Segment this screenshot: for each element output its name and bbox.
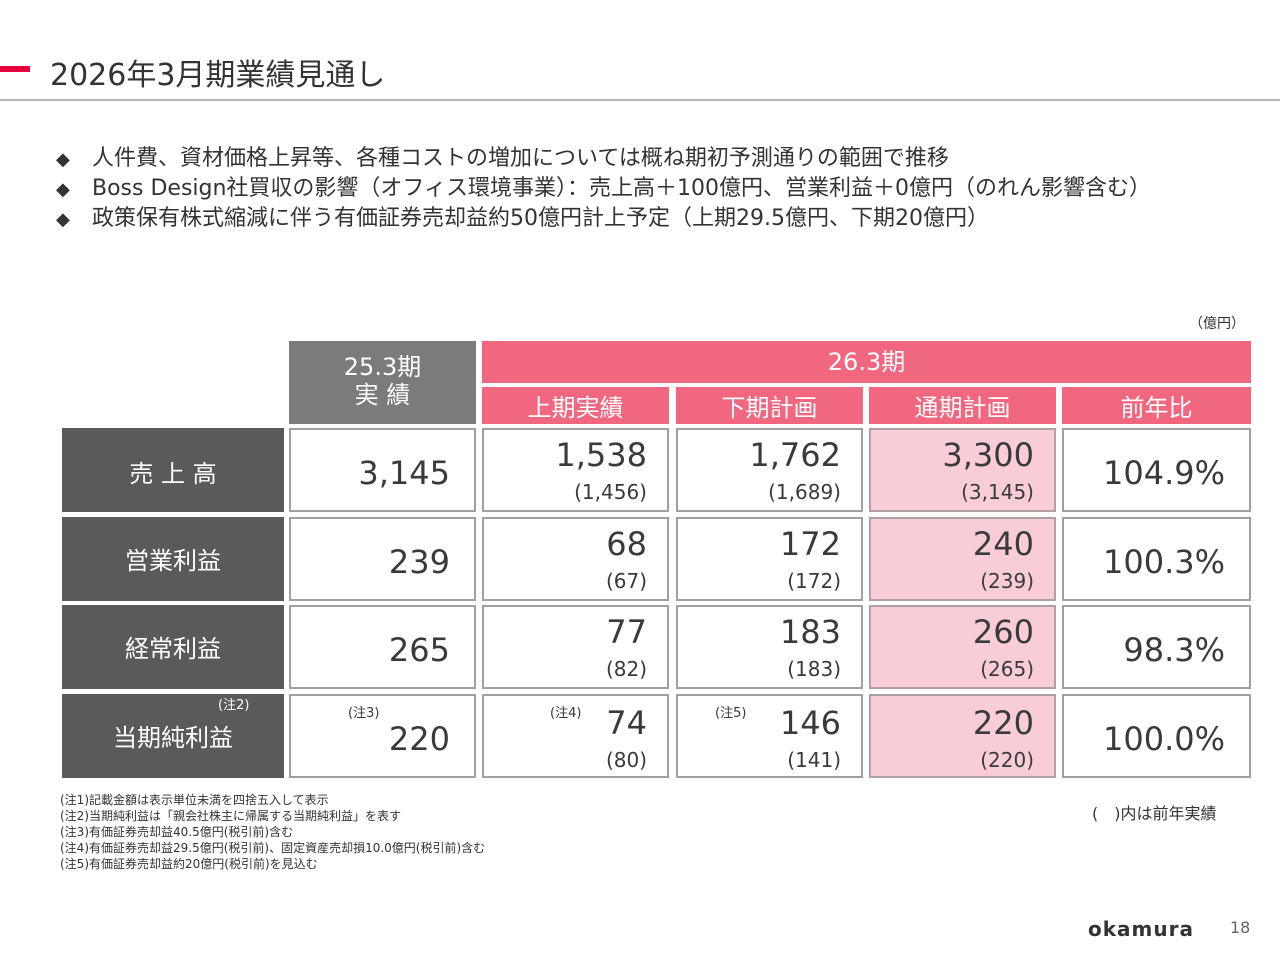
- value-op-full: 240: [972, 525, 1034, 563]
- cell-op-yoy: 100.3%: [1062, 517, 1251, 601]
- footnote: (注5)有価証券売却益約20億円(税引前)を見込む: [60, 857, 318, 871]
- cell-net-yoy: 100.0%: [1062, 694, 1251, 778]
- value-sales-fy25: 3,145: [358, 454, 450, 492]
- cell-op-full: 240 (239): [869, 517, 1056, 601]
- bullet-text: 人件費、資材価格上昇等、各種コストの増加については概ね期初予測通りの範囲で推移: [92, 146, 949, 171]
- value-net-yoy: 100.0%: [1102, 720, 1225, 758]
- subheader-full-plan: 通期計画: [869, 387, 1056, 424]
- cell-net-h1: (注4) 74 (80): [482, 694, 669, 778]
- value-net-h1: 74: [606, 704, 647, 742]
- prev-op-h1: (67): [605, 569, 647, 593]
- footnote: (注2)当期純利益は「親会社株主に帰属する当期純利益」を表す: [60, 809, 402, 823]
- bullet-text: 政策保有株式縮減に伴う有価証券売却益約50億円計上予定（上期29.5億円、下期2…: [92, 206, 989, 231]
- cell-op-h2: 172 (172): [676, 517, 863, 601]
- prev-net-full: (220): [980, 748, 1034, 772]
- cell-ord-full: 260 (265): [869, 605, 1056, 689]
- value-net-full: 220: [972, 704, 1034, 742]
- value-sales-full: 3,300: [942, 436, 1034, 474]
- value-ord-h2: 183: [779, 613, 841, 651]
- prev-sales-full: (3,145): [961, 480, 1034, 504]
- cell-sales-yoy: 104.9%: [1062, 428, 1251, 512]
- row-label-ordinary-profit: 経常利益: [62, 605, 284, 689]
- value-ord-fy25: 265: [388, 631, 450, 669]
- cell-sales-fy25: 3,145: [289, 428, 476, 512]
- cell-ord-yoy: 98.3%: [1062, 605, 1251, 689]
- bullet-text: Boss Design社買収の影響（オフィス環境事業）：売上高＋100億円、営業…: [92, 176, 1151, 201]
- title-divider: [0, 99, 1280, 101]
- note-ref-4: (注4): [550, 706, 582, 721]
- cell-ord-fy25: 265: [289, 605, 476, 689]
- bullet-item: ◆ 人件費、資材価格上昇等、各種コストの増加については概ね期初予測通りの範囲で推移: [56, 144, 1151, 174]
- footnote: (注3)有価証券売却益40.5億円(税引前)含む: [60, 825, 294, 839]
- prev-net-h1: (80): [605, 748, 647, 772]
- value-ord-h1: 77: [606, 613, 647, 651]
- prev-sales-h1: (1,456): [574, 480, 647, 504]
- value-net-h2: 146: [779, 704, 841, 742]
- cell-sales-h2: 1,762 (1,689): [676, 428, 863, 512]
- cell-sales-h1: 1,538 (1,456): [482, 428, 669, 512]
- header-fy25: 25.3期 実 績: [289, 341, 476, 424]
- header-fy25-period: 25.3期: [343, 353, 422, 381]
- bullet-list: ◆ 人件費、資材価格上昇等、各種コストの増加については概ね期初予測通りの範囲で推移…: [56, 144, 1151, 234]
- company-logo: okamura: [1088, 917, 1194, 941]
- note-ref-3: (注3): [348, 706, 380, 721]
- diamond-bullet-icon: ◆: [56, 209, 70, 230]
- prev-net-h2: (141): [787, 748, 841, 772]
- diamond-bullet-icon: ◆: [56, 179, 70, 200]
- cell-ord-h1: 77 (82): [482, 605, 669, 689]
- subheader-h1-actual: 上期実績: [482, 387, 669, 424]
- title-accent-bar: [0, 66, 30, 72]
- subheader-h2-plan: 下期計画: [676, 387, 863, 424]
- prev-ord-h2: (183): [787, 657, 841, 681]
- row-label-net-income: 当期純利益 (注2): [62, 694, 284, 778]
- prev-ord-h1: (82): [605, 657, 647, 681]
- page-number: 18: [1230, 918, 1251, 937]
- prior-year-legend: ( )内は前年実績: [1092, 804, 1217, 823]
- note-ref-5: (注5): [715, 706, 747, 721]
- footnotes: (注1)記載金額は表示単位未満を四捨五入して表示 (注2)当期純利益は「親会社株…: [60, 792, 485, 872]
- cell-op-h1: 68 (67): [482, 517, 669, 601]
- prev-sales-h2: (1,689): [768, 480, 841, 504]
- cell-sales-full: 3,300 (3,145): [869, 428, 1056, 512]
- value-net-fy25: 220: [388, 720, 450, 758]
- footnote: (注4)有価証券売却益29.5億円(税引前)、固定資産売却損10.0億円(税引前…: [60, 841, 486, 855]
- diamond-bullet-icon: ◆: [56, 149, 70, 170]
- value-op-yoy: 100.3%: [1102, 543, 1225, 581]
- header-fy26: 26.3期: [482, 341, 1251, 383]
- value-ord-yoy: 98.3%: [1123, 631, 1225, 669]
- value-ord-full: 260: [972, 613, 1034, 651]
- value-op-h1: 68: [606, 525, 647, 563]
- cell-op-fy25: 239: [289, 517, 476, 601]
- value-op-fy25: 239: [388, 543, 450, 581]
- footnote: (注1)記載金額は表示単位未満を四捨五入して表示: [60, 793, 329, 807]
- prev-op-full: (239): [980, 569, 1034, 593]
- bullet-item: ◆ 政策保有株式縮減に伴う有価証券売却益約50億円計上予定（上期29.5億円、下期…: [56, 204, 1151, 234]
- note-ref-2: (注2): [218, 698, 250, 713]
- row-label-operating-profit: 営業利益: [62, 517, 284, 601]
- value-sales-yoy: 104.9%: [1102, 454, 1225, 492]
- row-label-net-income-text: 当期純利益: [113, 724, 233, 752]
- value-sales-h1: 1,538: [555, 436, 647, 474]
- header-fy25-actual: 実 績: [354, 381, 411, 409]
- unit-label: （億円）: [1189, 316, 1245, 332]
- cell-net-fy25: (注3) 220: [289, 694, 476, 778]
- subheader-yoy: 前年比: [1062, 387, 1251, 424]
- cell-net-h2: (注5) 146 (141): [676, 694, 863, 778]
- prev-ord-full: (265): [980, 657, 1034, 681]
- value-op-h2: 172: [779, 525, 841, 563]
- row-label-sales: 売 上 高: [62, 428, 284, 512]
- cell-ord-h2: 183 (183): [676, 605, 863, 689]
- value-sales-h2: 1,762: [749, 436, 841, 474]
- bullet-item: ◆ Boss Design社買収の影響（オフィス環境事業）：売上高＋100億円、営…: [56, 174, 1151, 204]
- page-title: 2026年3月期業績見通し: [50, 58, 386, 93]
- cell-net-full: 220 (220): [869, 694, 1056, 778]
- prev-op-h2: (172): [787, 569, 841, 593]
